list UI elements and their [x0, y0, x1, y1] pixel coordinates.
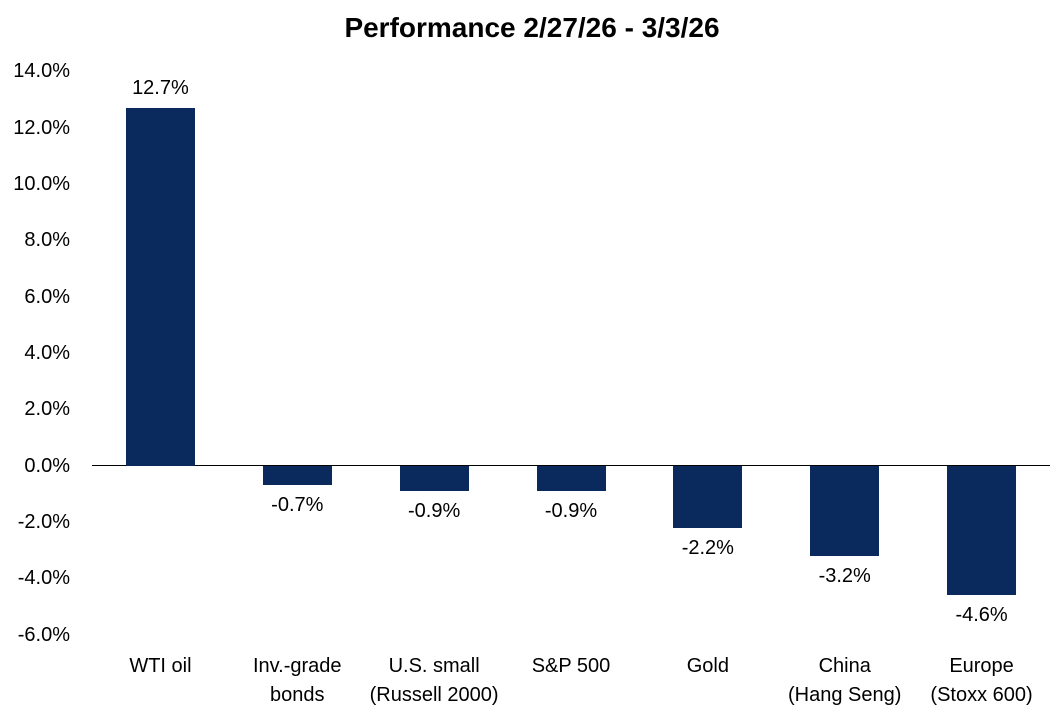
- category-label-europe-stoxx-600: Europe (Stoxx 600): [930, 655, 1033, 706]
- y-axis-tick-label: 0.0%: [24, 454, 70, 477]
- category-label-u-s-small-russell-2000: U.S. small (Russell 2000): [369, 655, 499, 706]
- y-axis-tick-label: 2.0%: [24, 398, 70, 421]
- y-axis-tick-label: 4.0%: [24, 341, 70, 364]
- data-label-wti-oil: 12.7%: [132, 76, 189, 99]
- data-label-inv-grade-bonds: -0.7%: [271, 494, 324, 517]
- y-axis-tick-label: -6.0%: [17, 623, 70, 646]
- category-label-inv-grade-bonds: Inv.-grade bonds: [252, 655, 342, 706]
- data-label-gold: -2.2%: [681, 536, 734, 559]
- y-axis-tick-label: -4.0%: [17, 567, 70, 590]
- category-label-china-hang-seng: China (Hang Seng): [788, 655, 902, 706]
- y-axis: 14.0% 12.0% 10.0% 8.0% 6.0% 4.0% 2.0% 0.0% -2.0%…: [0, 0, 70, 717]
- y-axis-tick-label: 12.0%: [13, 116, 70, 139]
- bar-wti-oil: [125, 107, 195, 466]
- y-axis-tick-label: -2.0%: [17, 510, 70, 533]
- category-label-gold: Gold: [686, 655, 729, 677]
- data-label-china-hang-seng: -3.2%: [818, 564, 871, 587]
- bar-china-hang-seng: [810, 465, 880, 556]
- bar-gold: [673, 465, 743, 528]
- bar-s-p-500: [536, 465, 606, 491]
- bar-europe-stoxx-600: [947, 465, 1017, 596]
- category-label-s-p-500: S&P 500: [531, 655, 611, 677]
- data-label-s-p-500: -0.9%: [544, 499, 598, 522]
- y-axis-tick-label: 14.0%: [13, 60, 70, 83]
- category-label-wti-oil: WTI oil: [129, 655, 192, 677]
- data-label-europe-stoxx-600: -4.6%: [955, 604, 1008, 627]
- y-axis-tick-label: 10.0%: [13, 172, 70, 195]
- data-label-u-s-small-russell-2000: -0.9%: [408, 499, 461, 522]
- y-axis-tick-label: 6.0%: [24, 285, 70, 308]
- bar-inv-grade-bonds: [262, 465, 332, 486]
- bar-u-s-small-russell-2000: [399, 465, 469, 491]
- y-axis-tick-label: 8.0%: [24, 229, 70, 252]
- chart-title: Performance 2/27/26 - 3/3/26: [344, 12, 720, 43]
